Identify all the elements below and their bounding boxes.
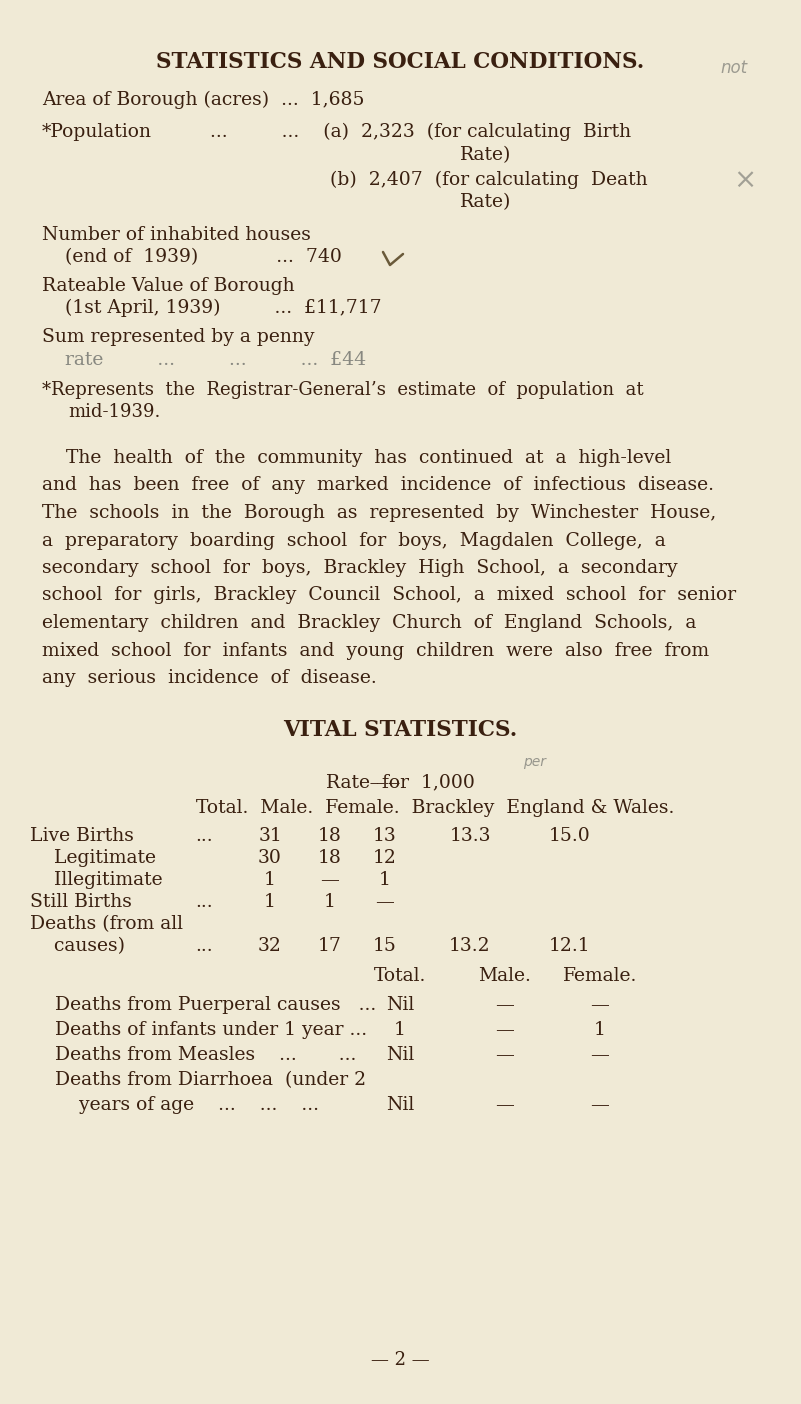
Text: causes): causes): [30, 936, 125, 955]
Text: ...         ...    (a)  2,323  (for calculating  Birth: ... ... (a) 2,323 (for calculating Birth: [210, 124, 631, 142]
Text: —: —: [590, 1046, 610, 1064]
Text: 12: 12: [373, 849, 397, 868]
Text: 1: 1: [394, 1021, 406, 1039]
Text: Total.: Total.: [374, 967, 426, 986]
Text: mixed  school  for  infants  and  young  children  were  also  free  from: mixed school for infants and young child…: [42, 642, 709, 660]
Text: 31: 31: [258, 827, 282, 845]
Text: Nil: Nil: [386, 1046, 414, 1064]
Text: Deaths from Puerperal causes   ...: Deaths from Puerperal causes ...: [55, 995, 376, 1014]
Text: Legitimate: Legitimate: [30, 849, 156, 868]
Text: Nil: Nil: [386, 1097, 414, 1113]
Text: not: not: [720, 59, 747, 77]
Text: 18: 18: [318, 827, 342, 845]
Text: Deaths (from all: Deaths (from all: [30, 915, 183, 934]
Text: 30: 30: [258, 849, 282, 868]
Text: ...: ...: [195, 827, 212, 845]
Text: Area of Borough (acres)  ...  1,685: Area of Borough (acres) ... 1,685: [42, 91, 364, 110]
Text: Rate): Rate): [460, 146, 511, 164]
Text: The  schools  in  the  Borough  as  represented  by  Winchester  House,: The schools in the Borough as represente…: [42, 504, 716, 522]
Text: —: —: [590, 995, 610, 1014]
Text: 1: 1: [379, 870, 391, 889]
Text: —: —: [376, 893, 394, 911]
Text: Rateable Value of Borough: Rateable Value of Borough: [42, 277, 295, 295]
Text: 1: 1: [594, 1021, 606, 1039]
Text: 15.0: 15.0: [549, 827, 591, 845]
Text: Deaths from Measles    ...       ...: Deaths from Measles ... ...: [55, 1046, 356, 1064]
Text: rate         ...         ...         ...  £44: rate ... ... ... £44: [65, 351, 366, 369]
Text: Number of inhabited houses: Number of inhabited houses: [42, 226, 311, 244]
Text: (b)  2,407  (for calculating  Death: (b) 2,407 (for calculating Death: [330, 171, 648, 190]
Text: 1: 1: [264, 893, 276, 911]
Text: Deaths from Diarrhoea  (under 2: Deaths from Diarrhoea (under 2: [55, 1071, 366, 1090]
Text: 1: 1: [264, 870, 276, 889]
Text: Illegitimate: Illegitimate: [30, 870, 163, 889]
Text: elementary  children  and  Brackley  Church  of  England  Schools,  a: elementary children and Brackley Church …: [42, 614, 696, 632]
Text: Total.  Male.  Female.  Brackley  England & Wales.: Total. Male. Female. Brackley England & …: [196, 799, 674, 817]
Text: years of age    ...    ...    ...: years of age ... ... ...: [55, 1097, 319, 1113]
Text: and  has  been  free  of  any  marked  incidence  of  infectious  disease.: and has been free of any marked incidenc…: [42, 476, 714, 494]
Text: The  health  of  the  community  has  continued  at  a  high-level: The health of the community has continue…: [42, 449, 671, 468]
Text: school  for  girls,  Brackley  Council  School,  a  mixed  school  for  senior: school for girls, Brackley Council Schoo…: [42, 587, 736, 605]
Text: Rate  ̶f̶o̶r  1,000: Rate ̶f̶o̶r 1,000: [325, 774, 474, 790]
Text: a  preparatory  boarding  school  for  boys,  Magdalen  College,  a: a preparatory boarding school for boys, …: [42, 532, 666, 549]
Text: 15: 15: [373, 936, 397, 955]
Text: Sum represented by a penny: Sum represented by a penny: [42, 329, 315, 345]
Text: —: —: [496, 1021, 514, 1039]
Text: Female.: Female.: [563, 967, 637, 986]
Text: Deaths of infants under 1 year ...: Deaths of infants under 1 year ...: [55, 1021, 367, 1039]
Text: Rate): Rate): [460, 192, 511, 211]
Text: —: —: [496, 1097, 514, 1113]
Text: 18: 18: [318, 849, 342, 868]
Text: 1: 1: [324, 893, 336, 911]
Text: mid-1939.: mid-1939.: [68, 403, 160, 421]
Text: ...: ...: [195, 893, 212, 911]
Text: *Represents  the  Registrar-General’s  estimate  of  population  at: *Represents the Registrar-General’s esti…: [42, 380, 644, 399]
Text: secondary  school  for  boys,  Brackley  High  School,  a  secondary: secondary school for boys, Brackley High…: [42, 559, 678, 577]
Text: — 2 —: — 2 —: [371, 1351, 429, 1369]
Text: —: —: [496, 995, 514, 1014]
Text: 32: 32: [258, 936, 282, 955]
Text: 17: 17: [318, 936, 342, 955]
Text: VITAL STATISTICS.: VITAL STATISTICS.: [283, 719, 517, 741]
Text: ×: ×: [734, 167, 757, 194]
Text: 13.3: 13.3: [449, 827, 491, 845]
Text: 13.2: 13.2: [449, 936, 491, 955]
Text: Nil: Nil: [386, 995, 414, 1014]
Text: Male.: Male.: [478, 967, 531, 986]
Text: 12.1: 12.1: [549, 936, 591, 955]
Text: STATISTICS AND SOCIAL CONDITIONS.: STATISTICS AND SOCIAL CONDITIONS.: [156, 51, 644, 73]
Text: ...: ...: [195, 936, 212, 955]
Text: any  serious  incidence  of  disease.: any serious incidence of disease.: [42, 668, 376, 687]
Text: 13: 13: [373, 827, 396, 845]
Text: per: per: [524, 755, 546, 769]
Text: *Population: *Population: [42, 124, 152, 140]
Text: (1st April, 1939)         ...  £11,717: (1st April, 1939) ... £11,717: [65, 299, 381, 317]
Text: Still Births: Still Births: [30, 893, 132, 911]
Text: —: —: [320, 870, 340, 889]
Text: —: —: [590, 1097, 610, 1113]
Text: Live Births: Live Births: [30, 827, 134, 845]
Text: (end of  1939)             ...  740: (end of 1939) ... 740: [65, 249, 342, 265]
Text: —: —: [496, 1046, 514, 1064]
